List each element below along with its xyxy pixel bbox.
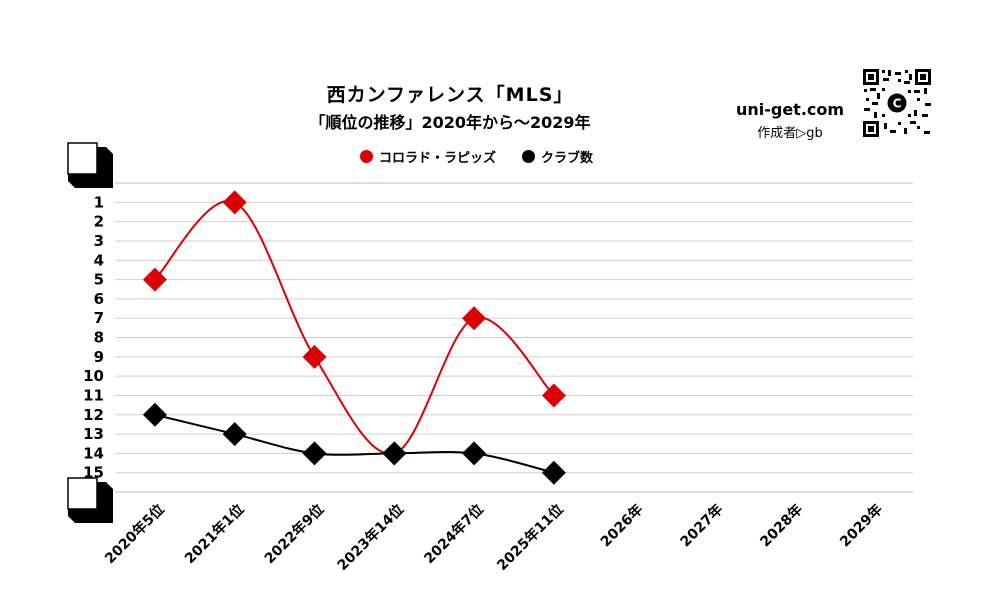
x-tick-label: 2027年	[677, 501, 726, 550]
x-tick-label: 2023年14位	[334, 501, 407, 574]
series-line-club-count	[154, 413, 555, 474]
y-tick-label: 4	[94, 251, 104, 269]
site-name: uni-get.com	[735, 100, 845, 119]
y-tick-label: 10	[83, 367, 104, 385]
axis-corner-bottom-icon	[67, 477, 98, 510]
legend-label-club-count: クラブ数	[541, 151, 594, 166]
y-tick-label: 11	[83, 386, 104, 404]
legend-item-colorado: コロラド・ラピッズ	[360, 147, 496, 166]
x-tick-label: 2028年	[757, 501, 806, 550]
data-point-colorado	[302, 344, 327, 369]
author-credit: 作成者▷gb	[757, 126, 823, 141]
x-tick-label: 2025年11位	[494, 501, 567, 574]
y-tick-label: 14	[83, 444, 104, 462]
y-tick-label: 12	[83, 406, 104, 424]
data-point-colorado	[462, 306, 487, 331]
y-tick-label: 15	[83, 464, 104, 482]
data-point-club-count	[462, 441, 487, 466]
chart-title: 西カンファレンス「MLS」	[326, 84, 574, 106]
axis-corner-top-icon	[67, 142, 98, 175]
series-line-colorado	[154, 199, 555, 455]
data-point-club-count	[382, 441, 407, 466]
x-tick-label: 2029年	[836, 501, 885, 550]
legend-swatch-club-count	[522, 150, 536, 163]
data-point-club-count	[302, 441, 327, 466]
svg-text:C: C	[893, 97, 902, 111]
y-tick-label: 1	[94, 193, 104, 211]
data-point-club-count	[222, 422, 247, 447]
x-tick-label: 2024年7位	[421, 501, 487, 567]
y-tick-label: 13	[83, 425, 104, 443]
y-tick-label: 9	[94, 348, 104, 366]
data-point-colorado	[541, 383, 566, 408]
y-tick-label: 5	[94, 271, 104, 289]
data-point-club-count	[541, 460, 566, 485]
qr-code-icon: C	[862, 68, 932, 138]
data-point-colorado	[222, 190, 247, 215]
x-tick-label: 2022年9位	[261, 501, 327, 567]
y-tick-label: 2	[94, 213, 104, 231]
y-tick-label: 7	[94, 309, 104, 327]
y-tick-label: 8	[94, 329, 104, 347]
data-point-club-count	[142, 402, 167, 427]
legend-label-colorado: コロラド・ラピッズ	[379, 151, 497, 166]
x-tick-label: 2021年1位	[181, 501, 247, 567]
y-tick-label: 6	[94, 290, 104, 308]
chart-subtitle: 「順位の推移」2020年から～2029年	[309, 113, 591, 132]
y-tick-label: 3	[94, 232, 104, 250]
legend-item-club-count: クラブ数	[522, 147, 593, 166]
legend: コロラド・ラピッズ クラブ数	[360, 147, 593, 166]
legend-swatch-colorado	[360, 150, 373, 163]
x-tick-label: 2026年	[597, 501, 646, 550]
data-point-colorado	[142, 267, 167, 292]
